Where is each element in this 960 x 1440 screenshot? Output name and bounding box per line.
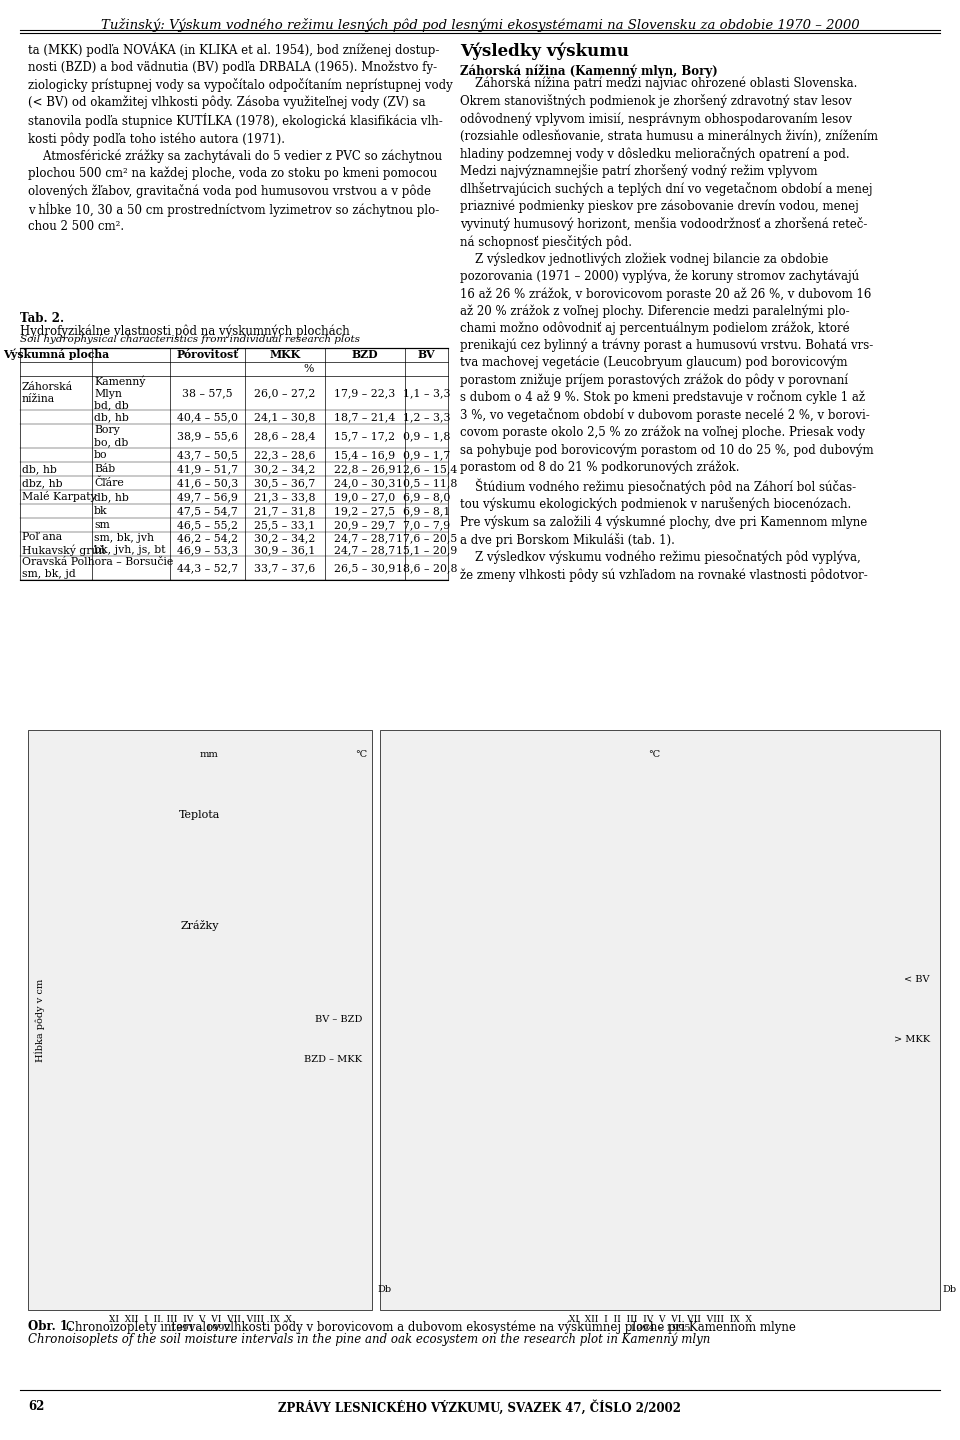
Text: < BV: < BV: [904, 975, 930, 985]
Text: XI  XII  I  II  III  IV  V  VI  VII  VIII  IX  X: XI XII I II III IV V VI VII VIII IX X: [568, 1315, 752, 1323]
Text: 7,0 – 7,9: 7,0 – 7,9: [403, 520, 450, 530]
Text: 28,6 – 28,4: 28,6 – 28,4: [254, 431, 316, 441]
Text: 6,9 – 8,0: 6,9 – 8,0: [403, 492, 450, 503]
Text: 26,0 – 27,2: 26,0 – 27,2: [254, 387, 316, 397]
Text: Poľ ana
Hukavský grúň: Poľ ana Hukavský grúň: [22, 533, 106, 556]
Text: BZD – MKK: BZD – MKK: [304, 1056, 362, 1064]
Text: ta (MKK) podľa NOVÁKA (in KLIKA et al. 1954), bod zníženej dostup-
nosti (BZD) a: ta (MKK) podľa NOVÁKA (in KLIKA et al. 1…: [28, 42, 453, 233]
Text: 15,7 – 17,2: 15,7 – 17,2: [334, 431, 396, 441]
Text: 1994 – 1995: 1994 – 1995: [630, 1323, 690, 1333]
Text: db, hb: db, hb: [94, 412, 129, 422]
Text: Kamenný
Mlyn
bd, db: Kamenný Mlyn bd, db: [94, 376, 145, 410]
Text: 33,7 – 37,6: 33,7 – 37,6: [254, 563, 316, 573]
Text: 21,7 – 31,8: 21,7 – 31,8: [254, 505, 316, 516]
Text: 62: 62: [28, 1400, 44, 1413]
Text: °C: °C: [648, 750, 660, 759]
Text: 19,0 – 27,0: 19,0 – 27,0: [334, 492, 396, 503]
Text: db, hb: db, hb: [22, 464, 57, 474]
Text: 1,2 – 3,3: 1,2 – 3,3: [403, 412, 450, 422]
Text: Obr. 1.: Obr. 1.: [28, 1320, 72, 1333]
Text: Db: Db: [377, 1286, 391, 1295]
Text: °C: °C: [355, 750, 367, 759]
Text: 19,2 – 27,5: 19,2 – 27,5: [334, 505, 396, 516]
Text: Tužinský: Výskum vodného režimu lesných pôd pod lesnými ekosystémami na Slovensk: Tužinský: Výskum vodného režimu lesných …: [101, 17, 859, 32]
Text: 24,7 – 28,7
24,7 – 28,7: 24,7 – 28,7 24,7 – 28,7: [334, 533, 396, 554]
Text: mm: mm: [200, 750, 219, 759]
Text: bk: bk: [94, 505, 108, 516]
Text: Soil hydrophysical characteristics from individual research plots: Soil hydrophysical characteristics from …: [20, 336, 360, 344]
Text: BV – BZD: BV – BZD: [315, 1015, 362, 1024]
Text: 1,1 – 3,3: 1,1 – 3,3: [403, 387, 450, 397]
Text: 38 – 57,5: 38 – 57,5: [182, 387, 233, 397]
Text: db, hb: db, hb: [94, 492, 129, 503]
Text: 10,5 – 11,8: 10,5 – 11,8: [396, 478, 457, 488]
Text: 18,7 – 21,4: 18,7 – 21,4: [334, 412, 396, 422]
Text: 21,3 – 33,8: 21,3 – 33,8: [254, 492, 316, 503]
Text: 46,5 – 55,2: 46,5 – 55,2: [177, 520, 238, 530]
Text: 30,2 – 34,2
30,9 – 36,1: 30,2 – 34,2 30,9 – 36,1: [254, 533, 316, 554]
Text: 49,7 – 56,9: 49,7 – 56,9: [177, 492, 238, 503]
Text: Teplota: Teplota: [180, 809, 221, 819]
Text: 26,5 – 30,9: 26,5 – 30,9: [334, 563, 396, 573]
Text: Výskumná plocha: Výskumná plocha: [3, 348, 109, 360]
Text: ZPRÁVY LESNICKÉHO VÝZKUMU, SVAZEK 47, ČÍSLO 2/2002: ZPRÁVY LESNICKÉHO VÝZKUMU, SVAZEK 47, ČÍ…: [278, 1400, 682, 1414]
Text: Záhorská nížina (Kamenný mlyn, Bory): Záhorská nížina (Kamenný mlyn, Bory): [460, 65, 718, 79]
Text: Hydrofyzikálne vlastnosti pôd na výskumných plochách: Hydrofyzikálne vlastnosti pôd na výskumn…: [20, 324, 349, 337]
Text: Čľáre: Čľáre: [94, 478, 124, 488]
Text: Záhorská nížina patrí medzi najviac ohrozené oblasti Slovenska.
Okrem stanovištn: Záhorská nížina patrí medzi najviac ohro…: [460, 76, 878, 582]
Text: Bory
bo, db: Bory bo, db: [94, 425, 129, 446]
Text: 15,4 – 16,9: 15,4 – 16,9: [334, 449, 396, 459]
Text: 6,9 – 8,1: 6,9 – 8,1: [403, 505, 450, 516]
Text: Chronoizoplety intervalov vlhkosti pôdy v borovicovom a dubovom ekosystéme na vý: Chronoizoplety intervalov vlhkosti pôdy …: [66, 1320, 796, 1333]
Text: 1991 – 1992: 1991 – 1992: [170, 1323, 230, 1333]
Text: 24,1 – 30,8: 24,1 – 30,8: [254, 412, 316, 422]
Text: Zrážky: Zrážky: [180, 920, 219, 932]
Text: BZD: BZD: [351, 348, 378, 360]
Text: 17,9 – 22,3: 17,9 – 22,3: [334, 387, 396, 397]
Text: Db: Db: [942, 1286, 956, 1295]
Text: 38,9 – 55,6: 38,9 – 55,6: [177, 431, 238, 441]
Text: 43,7 – 50,5: 43,7 – 50,5: [177, 449, 238, 459]
Text: 0,9 – 1,8: 0,9 – 1,8: [403, 431, 450, 441]
Text: 17,6 – 20,5
15,1 – 20,9: 17,6 – 20,5 15,1 – 20,9: [396, 533, 457, 554]
Text: Báb: Báb: [94, 464, 115, 474]
Text: Záhorská
nížina: Záhorská nížina: [22, 382, 73, 403]
Text: %: %: [303, 364, 314, 374]
Text: 41,9 – 51,7: 41,9 – 51,7: [177, 464, 238, 474]
Text: dbz, hb: dbz, hb: [22, 478, 62, 488]
Text: 22,8 – 26,9: 22,8 – 26,9: [334, 464, 396, 474]
Text: sm, bk, jvh
bk, jvh, js, bt: sm, bk, jvh bk, jvh, js, bt: [94, 533, 165, 554]
Bar: [28, 730, 372, 1310]
Text: 0,9 – 1,7: 0,9 – 1,7: [403, 449, 450, 459]
Text: sm: sm: [94, 520, 109, 530]
Text: XI  XII  I  II  III  IV  V  VI  VII  VIII  IX  X: XI XII I II III IV V VI VII VIII IX X: [108, 1315, 292, 1323]
Text: 44,3 – 52,7: 44,3 – 52,7: [177, 563, 238, 573]
Text: Oravská Polhora – Borsučie
sm, bk, jd: Oravská Polhora – Borsučie sm, bk, jd: [22, 557, 173, 579]
Text: bo: bo: [94, 449, 108, 459]
Text: 30,2 – 34,2: 30,2 – 34,2: [254, 464, 316, 474]
Text: Malé Karpaty: Malé Karpaty: [22, 491, 97, 503]
Text: 46,2 – 54,2
46,9 – 53,3: 46,2 – 54,2 46,9 – 53,3: [177, 533, 238, 554]
Text: 47,5 – 54,7: 47,5 – 54,7: [178, 505, 238, 516]
Text: 40,4 – 55,0: 40,4 – 55,0: [177, 412, 238, 422]
Bar: [380, 730, 940, 1310]
Text: BV: BV: [418, 348, 435, 360]
Text: 12,6 – 15,4: 12,6 – 15,4: [396, 464, 457, 474]
Text: Chronoisoplets of the soil moisture intervals in the pine and oak ecosystem on t: Chronoisoplets of the soil moisture inte…: [28, 1332, 710, 1345]
Text: 18,6 – 20,8: 18,6 – 20,8: [396, 563, 457, 573]
Text: 30,5 – 36,7: 30,5 – 36,7: [254, 478, 316, 488]
Text: 41,6 – 50,3: 41,6 – 50,3: [177, 478, 238, 488]
Text: Pórovitosť: Pórovitosť: [177, 348, 239, 360]
Text: Tab. 2.: Tab. 2.: [20, 312, 64, 325]
Text: 22,3 – 28,6: 22,3 – 28,6: [254, 449, 316, 459]
Text: 25,5 – 33,1: 25,5 – 33,1: [254, 520, 316, 530]
Text: 24,0 – 30,3: 24,0 – 30,3: [334, 478, 396, 488]
Text: 20,9 – 29,7: 20,9 – 29,7: [334, 520, 396, 530]
Text: MKK: MKK: [270, 348, 300, 360]
Text: Výsledky výskumu: Výsledky výskumu: [460, 42, 629, 59]
Text: Hĺbka pôdy v cm: Hĺbka pôdy v cm: [35, 978, 45, 1061]
Text: > MKK: > MKK: [894, 1035, 930, 1044]
